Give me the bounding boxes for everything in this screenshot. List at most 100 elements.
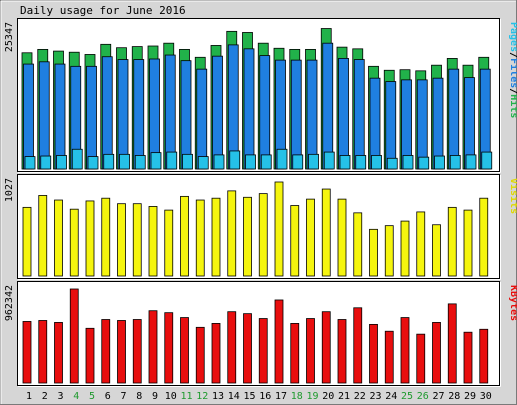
legend-entry-pages: Pages <box>508 22 517 52</box>
bar-visits-day-4 <box>69 208 79 277</box>
bar-kbytes-day-29 <box>463 331 473 384</box>
bar-kbytes-day-9 <box>148 310 158 384</box>
bar-files-day-18 <box>290 59 302 170</box>
legend-entry-visits: Visits <box>508 178 517 214</box>
bar-pages-day-29 <box>465 154 477 170</box>
bar-pages-day-7 <box>119 153 130 170</box>
legend-entry-hits: Hits <box>508 94 517 118</box>
bar-pages-day-23 <box>371 155 382 170</box>
bar-kbytes-day-23 <box>369 323 378 384</box>
bar-pages-day-28 <box>449 155 461 170</box>
day-label-13: 13 <box>212 391 224 402</box>
day-label-4: 4 <box>73 391 79 402</box>
bar-files-day-27 <box>432 77 444 170</box>
bar-pages-day-26 <box>418 156 430 170</box>
bar-pages-day-15 <box>245 154 256 170</box>
bar-pages-day-1 <box>24 156 36 170</box>
bar-kbytes-day-5 <box>85 327 95 384</box>
day-label-24: 24 <box>385 391 397 402</box>
bar-files-day-7 <box>117 59 129 170</box>
panel-visits-scale-label: 1027 <box>4 178 15 202</box>
day-label-6: 6 <box>105 391 111 402</box>
bar-kbytes-day-13 <box>211 323 221 384</box>
day-label-8: 8 <box>136 391 142 402</box>
bar-visits-day-25 <box>400 220 410 277</box>
bar-kbytes-day-25 <box>400 317 410 384</box>
bar-visits-day-6 <box>101 197 111 277</box>
bar-kbytes-day-7 <box>117 320 126 384</box>
panel-visits-legend: Visits <box>508 178 517 214</box>
bar-files-day-28 <box>448 68 460 170</box>
bar-pages-day-19 <box>308 153 319 170</box>
bar-files-day-13 <box>212 55 223 170</box>
bar-pages-day-11 <box>182 153 193 170</box>
bar-pages-day-17 <box>276 148 288 170</box>
bar-files-day-2 <box>38 61 50 170</box>
bar-files-day-6 <box>101 56 113 170</box>
bar-files-day-8 <box>133 59 145 170</box>
bar-visits-day-8 <box>132 203 142 277</box>
bar-kbytes-day-12 <box>195 326 205 384</box>
bar-visits-day-27 <box>432 224 441 277</box>
bar-visits-day-11 <box>180 195 189 277</box>
bar-pages-day-10 <box>166 151 178 170</box>
bar-kbytes-day-19 <box>306 318 315 384</box>
bar-kbytes-day-1 <box>22 321 32 384</box>
bar-kbytes-day-30 <box>479 328 489 384</box>
day-label-9: 9 <box>152 391 158 402</box>
day-label-27: 27 <box>432 391 444 402</box>
bar-kbytes-day-14 <box>227 311 237 384</box>
bar-visits-day-13 <box>211 197 221 277</box>
bar-visits-day-10 <box>164 209 174 277</box>
bar-files-day-14 <box>227 44 239 170</box>
bar-visits-day-22 <box>353 212 363 277</box>
bar-visits-day-5 <box>85 200 95 277</box>
bar-kbytes-day-20 <box>321 311 331 384</box>
bar-visits-day-30 <box>479 197 489 277</box>
day-label-7: 7 <box>120 391 126 402</box>
day-label-2: 2 <box>42 391 48 402</box>
bar-files-day-26 <box>416 79 428 170</box>
bar-pages-day-5 <box>87 156 99 170</box>
bar-files-day-5 <box>86 65 97 170</box>
day-label-11: 11 <box>180 391 192 402</box>
bar-files-day-16 <box>259 55 271 170</box>
bar-pages-day-21 <box>339 155 351 170</box>
bar-pages-day-30 <box>481 151 493 170</box>
bar-pages-day-25 <box>402 155 414 170</box>
bar-kbytes-day-6 <box>101 319 111 384</box>
bar-pages-day-4 <box>71 148 83 170</box>
bar-files-day-20 <box>322 42 334 170</box>
bar-kbytes-day-22 <box>353 307 363 384</box>
bar-pages-day-16 <box>260 154 272 170</box>
day-label-12: 12 <box>196 391 208 402</box>
day-label-17: 17 <box>275 391 287 402</box>
bar-pages-day-20 <box>323 151 335 170</box>
bar-visits-day-9 <box>148 206 158 277</box>
bar-visits-day-24 <box>384 225 394 277</box>
day-label-5: 5 <box>89 391 95 402</box>
bar-visits-day-14 <box>227 190 237 277</box>
day-label-23: 23 <box>369 391 381 402</box>
bar-visits-day-2 <box>38 195 48 277</box>
bar-visits-day-12 <box>195 199 205 277</box>
bar-visits-day-29 <box>463 209 473 277</box>
bar-kbytes-day-4 <box>69 288 79 384</box>
bar-visits-day-7 <box>117 203 126 277</box>
bar-kbytes-day-2 <box>38 320 48 384</box>
bar-files-day-1 <box>23 63 34 170</box>
bar-visits-day-1 <box>22 206 32 277</box>
bar-files-day-21 <box>338 58 349 170</box>
bar-visits-day-21 <box>337 198 347 277</box>
day-label-22: 22 <box>354 391 366 402</box>
panel-kbytes-scale-label: 962342 <box>4 285 15 321</box>
bar-pages-day-22 <box>355 155 367 170</box>
bar-visits-day-18 <box>290 205 300 277</box>
day-label-30: 30 <box>480 391 492 402</box>
bar-kbytes-day-8 <box>132 319 142 384</box>
day-label-18: 18 <box>291 391 303 402</box>
day-label-14: 14 <box>228 391 240 402</box>
day-label-28: 28 <box>448 391 460 402</box>
panel-requests-legend: Pages/Files/Hits <box>508 22 517 118</box>
